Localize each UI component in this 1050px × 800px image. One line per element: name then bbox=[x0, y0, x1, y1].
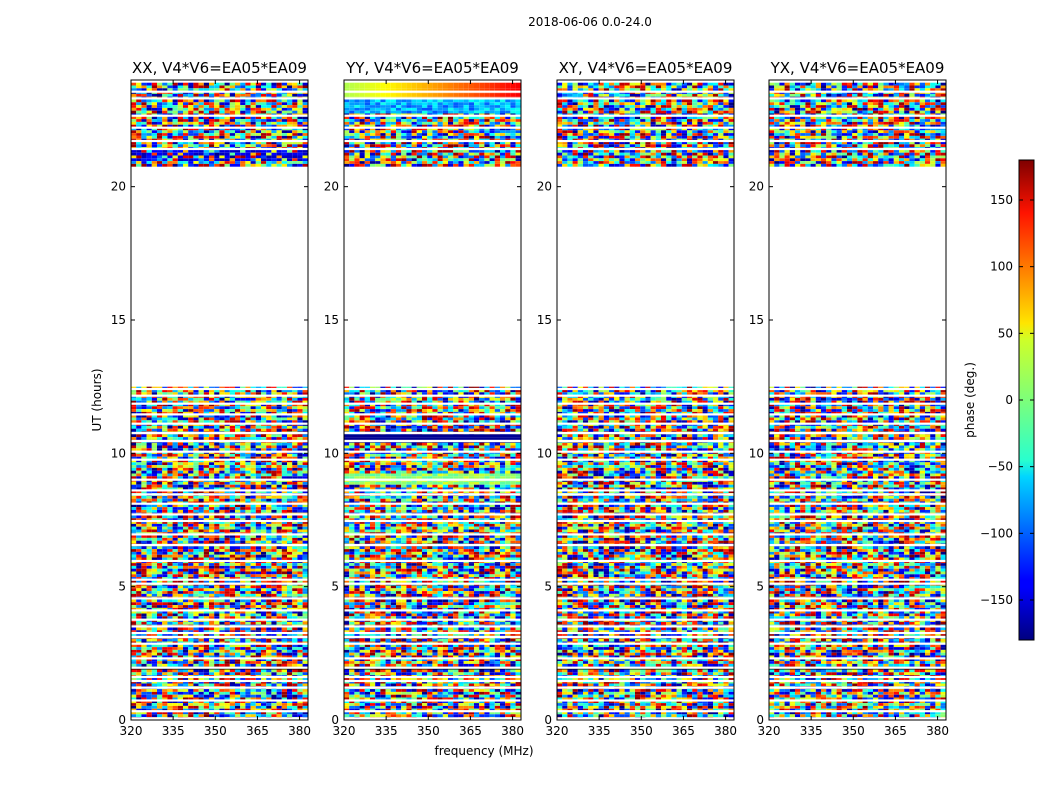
y-tick-label: 15 bbox=[749, 313, 764, 327]
x-tick-label: 350 bbox=[630, 724, 653, 738]
x-tick-label: 320 bbox=[546, 724, 569, 738]
y-tick-label: 5 bbox=[544, 580, 552, 594]
y-tick-label: 0 bbox=[118, 713, 126, 727]
y-tick-label: 20 bbox=[324, 180, 339, 194]
y-tick-label: 10 bbox=[537, 446, 552, 460]
y-tick-label: 10 bbox=[111, 446, 126, 460]
y-tick-label: 15 bbox=[111, 313, 126, 327]
x-tick-label: 335 bbox=[800, 724, 823, 738]
x-tick-label: 380 bbox=[926, 724, 949, 738]
x-tick-label: 320 bbox=[333, 724, 356, 738]
y-tick-label: 10 bbox=[324, 446, 339, 460]
x-tick-label: 350 bbox=[842, 724, 865, 738]
phase-heatmap bbox=[769, 82, 946, 720]
panel-yx: YX, V4*V6=EA05*EA09 320 335 350 365 380 0 5 10 15… bbox=[749, 59, 949, 738]
x-tick-label: 365 bbox=[884, 724, 907, 738]
phase-heatmap bbox=[344, 82, 521, 720]
panel-xy: XY, V4*V6=EA05*EA09 320 335 350 365 380 0 5 10 15… bbox=[537, 59, 737, 738]
x-tick-label: 335 bbox=[162, 724, 185, 738]
y-tick-label: 15 bbox=[324, 313, 339, 327]
x-tick-label: 365 bbox=[246, 724, 269, 738]
panels-group: XX, V4*V6=EA05*EA09 320 335 350 365 380 0 5 10 15… bbox=[111, 59, 949, 738]
y-tick-label: 0 bbox=[756, 713, 764, 727]
x-tick-label: 320 bbox=[120, 724, 143, 738]
panel-frame bbox=[130, 79, 309, 721]
panel-frame bbox=[556, 79, 735, 721]
y-tick-label: 0 bbox=[331, 713, 339, 727]
colorbar-tick-label: −100 bbox=[980, 526, 1013, 540]
panel-yy: YY, V4*V6=EA05*EA09 320 335 350 365 380 0 5 10 15… bbox=[324, 59, 524, 738]
y-tick-label: 20 bbox=[749, 180, 764, 194]
x-tick-label: 380 bbox=[501, 724, 524, 738]
colorbar-ticks: 150 100 50 0 −50 −100 −150 bbox=[980, 193, 1034, 607]
panel-frame bbox=[768, 79, 947, 721]
x-tick-label: 320 bbox=[758, 724, 781, 738]
x-tick-label: 365 bbox=[672, 724, 695, 738]
colorbar: 150 100 50 0 −50 −100 −150 phase (deg.) bbox=[963, 159, 1035, 641]
y-tick-label: 0 bbox=[544, 713, 552, 727]
colorbar-tick-label: −50 bbox=[988, 460, 1013, 474]
panel-frame bbox=[343, 79, 522, 721]
colorbar-tick-label: 0 bbox=[1005, 393, 1013, 407]
phase-heatmap bbox=[557, 82, 734, 720]
y-tick-label: 5 bbox=[331, 580, 339, 594]
x-axis-label: frequency (MHz) bbox=[434, 744, 533, 758]
x-tick-label: 335 bbox=[588, 724, 611, 738]
y-tick-label: 15 bbox=[537, 313, 552, 327]
y-tick-label: 20 bbox=[111, 180, 126, 194]
panel-title: YY, V4*V6=EA05*EA09 bbox=[345, 59, 519, 77]
x-tick-label: 365 bbox=[459, 724, 482, 738]
panel-xx: XX, V4*V6=EA05*EA09 320 335 350 365 380 0 5 10 15… bbox=[111, 59, 311, 738]
x-tick-label: 335 bbox=[375, 724, 398, 738]
phase-heatmap bbox=[131, 82, 308, 720]
y-tick-label: 5 bbox=[118, 580, 126, 594]
y-tick-label: 10 bbox=[749, 446, 764, 460]
x-tick-label: 380 bbox=[714, 724, 737, 738]
colorbar-tick-label: −150 bbox=[980, 593, 1013, 607]
colorbar-tick-label: 150 bbox=[990, 193, 1013, 207]
panel-title: XX, V4*V6=EA05*EA09 bbox=[132, 59, 307, 77]
panel-title: XY, V4*V6=EA05*EA09 bbox=[559, 59, 733, 77]
y-axis-label: UT (hours) bbox=[90, 368, 104, 431]
y-tick-label: 5 bbox=[756, 580, 764, 594]
x-tick-label: 350 bbox=[417, 724, 440, 738]
x-tick-label: 350 bbox=[204, 724, 227, 738]
colorbar-label: phase (deg.) bbox=[963, 362, 977, 438]
figure-title: 2018-06-06 0.0-24.0 bbox=[528, 15, 652, 29]
x-tick-label: 380 bbox=[288, 724, 311, 738]
y-tick-label: 20 bbox=[537, 180, 552, 194]
colorbar-tick-label: 50 bbox=[998, 326, 1013, 340]
panel-title: YX, V4*V6=EA05*EA09 bbox=[770, 59, 945, 77]
colorbar-tick-label: 100 bbox=[990, 260, 1013, 274]
